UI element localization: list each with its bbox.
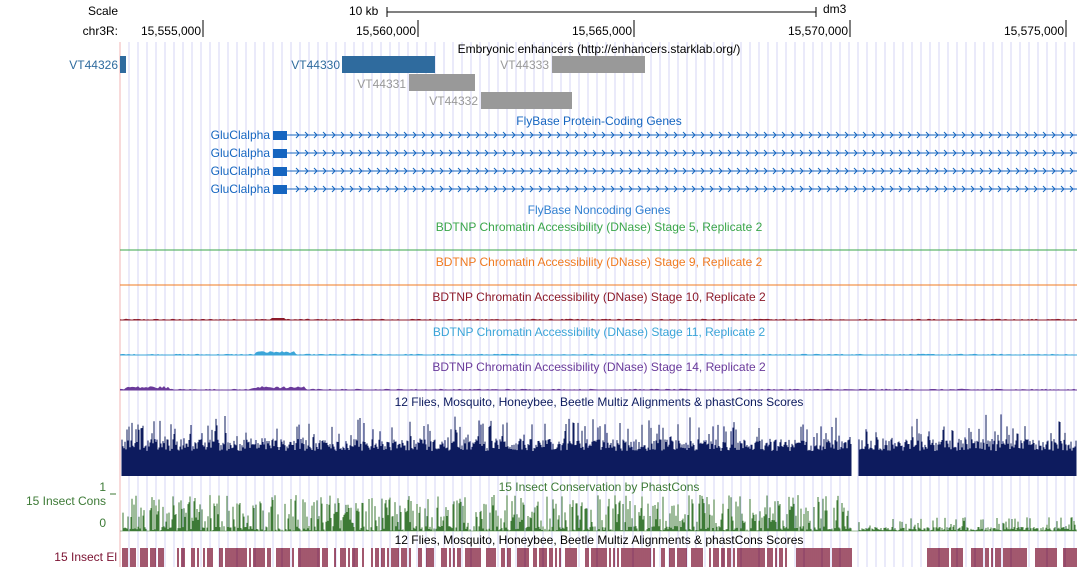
scale-label: Scale (87, 4, 118, 18)
tick-label: 15,575,000 (1003, 24, 1064, 38)
tick-label: 15,560,000 (355, 24, 416, 38)
enhancer-block (481, 92, 572, 109)
cons-side-label[interactable]: 15 Insect Cons (25, 494, 106, 508)
enhancer-block (409, 74, 475, 91)
cons-track-title[interactable]: 15 Insect Conservation by PhastCons (498, 480, 700, 494)
dnase-signal (120, 351, 1077, 355)
gene-strand-arrows (295, 131, 1074, 139)
enhancers-track-title[interactable]: Embryonic enhancers (http://enhancers.st… (457, 42, 741, 56)
dnase-signal (120, 386, 1077, 390)
enhancer-label[interactable]: VT44333 (500, 58, 549, 72)
tick-label: 15,565,000 (571, 24, 632, 38)
gene-strand-arrows (295, 185, 1074, 193)
enhancer-label[interactable]: VT44332 (429, 94, 478, 108)
enhancer-label[interactable]: VT44330 (291, 58, 340, 72)
vertical-guide-lines (128, 42, 1075, 567)
multiz-bars (121, 414, 1077, 476)
dnase-stage9-title[interactable]: BDTNP Chromatin Accessibility (DNase) St… (435, 255, 763, 269)
dnase-signal (120, 318, 1077, 320)
gene-exon (273, 131, 287, 140)
assembly-label: dm3 (823, 2, 847, 16)
gene-exon (273, 167, 287, 176)
gene-label[interactable]: GluClalpha (210, 146, 270, 160)
gene-label[interactable]: GluClalpha (210, 182, 270, 196)
cons-bars (122, 495, 1077, 531)
tick-label: 15,570,000 (787, 24, 848, 38)
cons-ymax-label: 1 (99, 480, 106, 494)
noncoding-track-title[interactable]: FlyBase Noncoding Genes (527, 203, 671, 217)
enhancer-block (120, 56, 126, 73)
enhancer-block (552, 56, 645, 73)
enhancer-label[interactable]: VT44331 (357, 77, 406, 91)
dnase-stage5-title[interactable]: BDTNP Chromatin Accessibility (DNase) St… (435, 220, 763, 234)
dnase-stage14-title[interactable]: BDTNP Chromatin Accessibility (DNase) St… (432, 360, 766, 374)
dnase-stage11-title[interactable]: BDTNP Chromatin Accessibility (DNase) St… (432, 325, 766, 339)
gene-strand-arrows (295, 149, 1074, 157)
gene-strand-arrows (295, 167, 1074, 175)
elements-track-title[interactable]: 12 Flies, Mosquito, Honeybee, Beetle Mul… (394, 533, 804, 547)
tick-label: 15,555,000 (140, 24, 201, 38)
gene-exon (273, 149, 287, 158)
enhancer-label[interactable]: VT44326 (69, 58, 118, 72)
gene-exon (273, 185, 287, 194)
elements-side-label[interactable]: 15 Insect El (54, 550, 117, 564)
cons-ymin-label: 0 (99, 516, 106, 530)
genes-track-title[interactable]: FlyBase Protein-Coding Genes (516, 114, 682, 128)
conserved-element-bars (122, 548, 1077, 567)
dnase-stage10-title[interactable]: BDTNP Chromatin Accessibility (DNase) St… (432, 290, 766, 304)
gene-label[interactable]: GluClalpha (210, 164, 270, 178)
chrom-label: chr3R: (82, 24, 118, 38)
enhancer-block (342, 56, 435, 73)
scale-bar-label: 10 kb (349, 4, 379, 18)
gene-label[interactable]: GluClalpha (210, 128, 270, 142)
multiz-track-title[interactable]: 12 Flies, Mosquito, Honeybee, Beetle Mul… (394, 395, 804, 409)
